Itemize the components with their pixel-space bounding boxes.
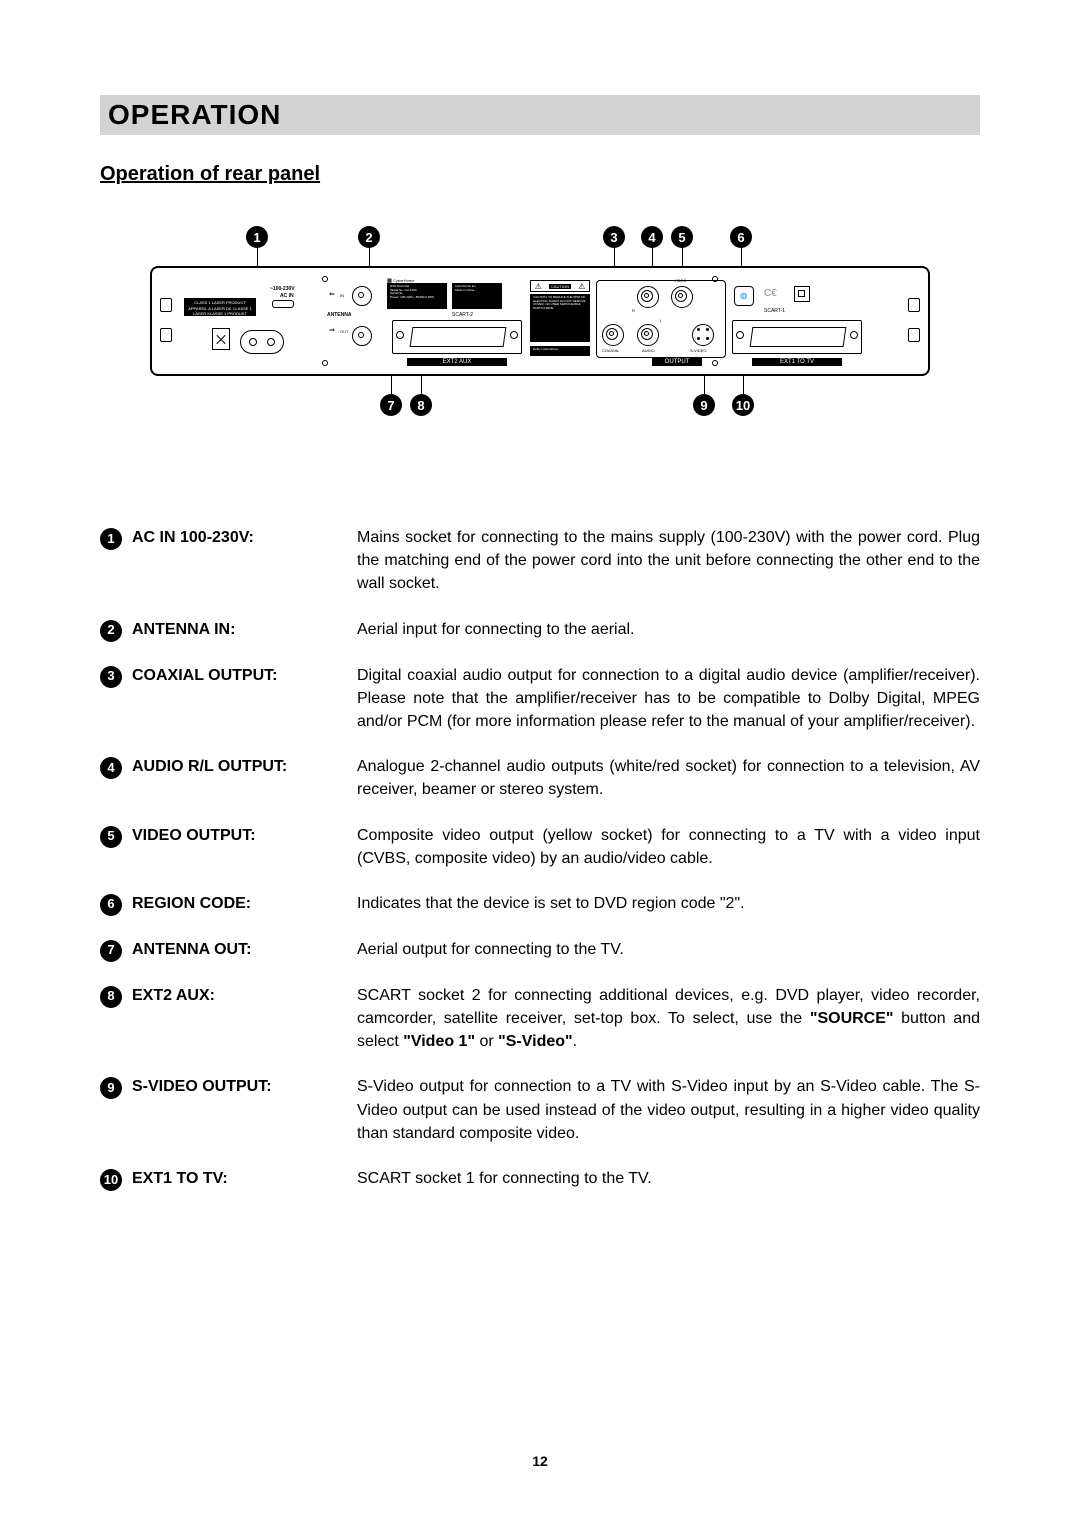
definition-term: S-VIDEO OUTPUT: <box>132 1075 357 1098</box>
callout-2: 2 <box>358 226 380 248</box>
definition-row: 1 AC IN 100-230V:Mains socket for connect… <box>100 526 980 596</box>
definition-number: 1 <box>100 528 122 550</box>
definition-description: Digital coaxial audio output for connect… <box>357 664 980 734</box>
definition-row: 4 AUDIO R/L OUTPUT:Analogue 2-channel aud… <box>100 755 980 801</box>
definition-row: 2 ANTENNA IN:Aerial input for connecting … <box>100 618 980 642</box>
definition-term: REGION CODE: <box>132 892 357 915</box>
callout-4: 4 <box>641 226 663 248</box>
info-label-mid: CyberHome EuMade in China <box>452 283 502 309</box>
definition-row: 9 S-VIDEO OUTPUT:S-Video output for conne… <box>100 1075 980 1145</box>
definition-term: EXT2 AUX: <box>132 984 357 1007</box>
definition-description: Analogue 2-channel audio outputs (white/… <box>357 755 980 801</box>
subtitle: Operation of rear panel <box>100 163 980 186</box>
definition-term: AUDIO R/L OUTPUT: <box>132 755 357 778</box>
definitions-list: 1 AC IN 100-230V:Mains socket for connect… <box>100 526 980 1191</box>
info-label-left: DVD RecorderModel No. CH-1500Serial No.P… <box>387 283 447 309</box>
callout-1: 1 <box>246 226 268 248</box>
callout-10: 10 <box>732 394 754 416</box>
definition-number: 5 <box>100 826 122 848</box>
definition-number: 3 <box>100 666 122 688</box>
definition-description: SCART socket 1 for connecting to the TV. <box>357 1167 980 1190</box>
definition-term: VIDEO OUTPUT: <box>132 824 357 847</box>
definition-number: 2 <box>100 620 122 642</box>
definition-description: SCART socket 2 for connecting additional… <box>357 984 980 1054</box>
definition-row: 7 ANTENNA OUT:Aerial output for connectin… <box>100 938 980 962</box>
definition-term: EXT1 TO TV: <box>132 1167 357 1190</box>
definition-row: 3 COAXIAL OUTPUT:Digital coaxial audio ou… <box>100 664 980 734</box>
definition-description: Indicates that the device is set to DVD … <box>357 892 980 915</box>
callout-7: 7 <box>380 394 402 416</box>
definition-description: Aerial output for connecting to the TV. <box>357 938 980 961</box>
definition-row: 10 EXT1 TO TV:SCART socket 1 for connecti… <box>100 1167 980 1191</box>
definition-row: 6 REGION CODE:Indicates that the device i… <box>100 892 980 916</box>
callout-5: 5 <box>671 226 693 248</box>
definition-description: Mains socket for connecting to the mains… <box>357 526 980 596</box>
definition-number: 4 <box>100 757 122 779</box>
definition-term: ANTENNA IN: <box>132 618 357 641</box>
callout-3: 3 <box>603 226 625 248</box>
callout-9: 9 <box>693 394 715 416</box>
definition-row: 5 VIDEO OUTPUT:Composite video output (ye… <box>100 824 980 870</box>
definition-description: Composite video output (yellow socket) f… <box>357 824 980 870</box>
definition-number: 8 <box>100 986 122 1008</box>
section-title: OPERATION <box>108 99 972 131</box>
definition-number: 9 <box>100 1077 122 1099</box>
rear-panel-diagram: 1 2 345 6 CLASS 1 LASER PRODUCTAPPAREIL A L… <box>150 226 930 426</box>
definition-term: COAXIAL OUTPUT: <box>132 664 357 687</box>
definition-description: S-Video output for connection to a TV wi… <box>357 1075 980 1145</box>
definition-row: 8 EXT2 AUX:SCART socket 2 for connecting … <box>100 984 980 1054</box>
laser-warning-label: CLASS 1 LASER PRODUCTAPPAREIL A LASER DE… <box>184 298 256 316</box>
page-number: 12 <box>532 1453 548 1469</box>
definition-description: Aerial input for connecting to the aeria… <box>357 618 980 641</box>
callout-8: 8 <box>410 394 432 416</box>
definition-term: ANTENNA OUT: <box>132 938 357 961</box>
caution-text: CAUTION: TO REDUCE THE RISK OF ELECTRIC … <box>530 294 590 342</box>
callout-6: 6 <box>730 226 752 248</box>
section-header: OPERATION <box>100 95 980 135</box>
definition-term: AC IN 100-230V: <box>132 526 357 549</box>
definition-number: 6 <box>100 894 122 916</box>
definition-number: 7 <box>100 940 122 962</box>
rear-panel-outline: CLASS 1 LASER PRODUCTAPPAREIL A LASER DE… <box>150 266 930 376</box>
definition-number: 10 <box>100 1169 122 1191</box>
